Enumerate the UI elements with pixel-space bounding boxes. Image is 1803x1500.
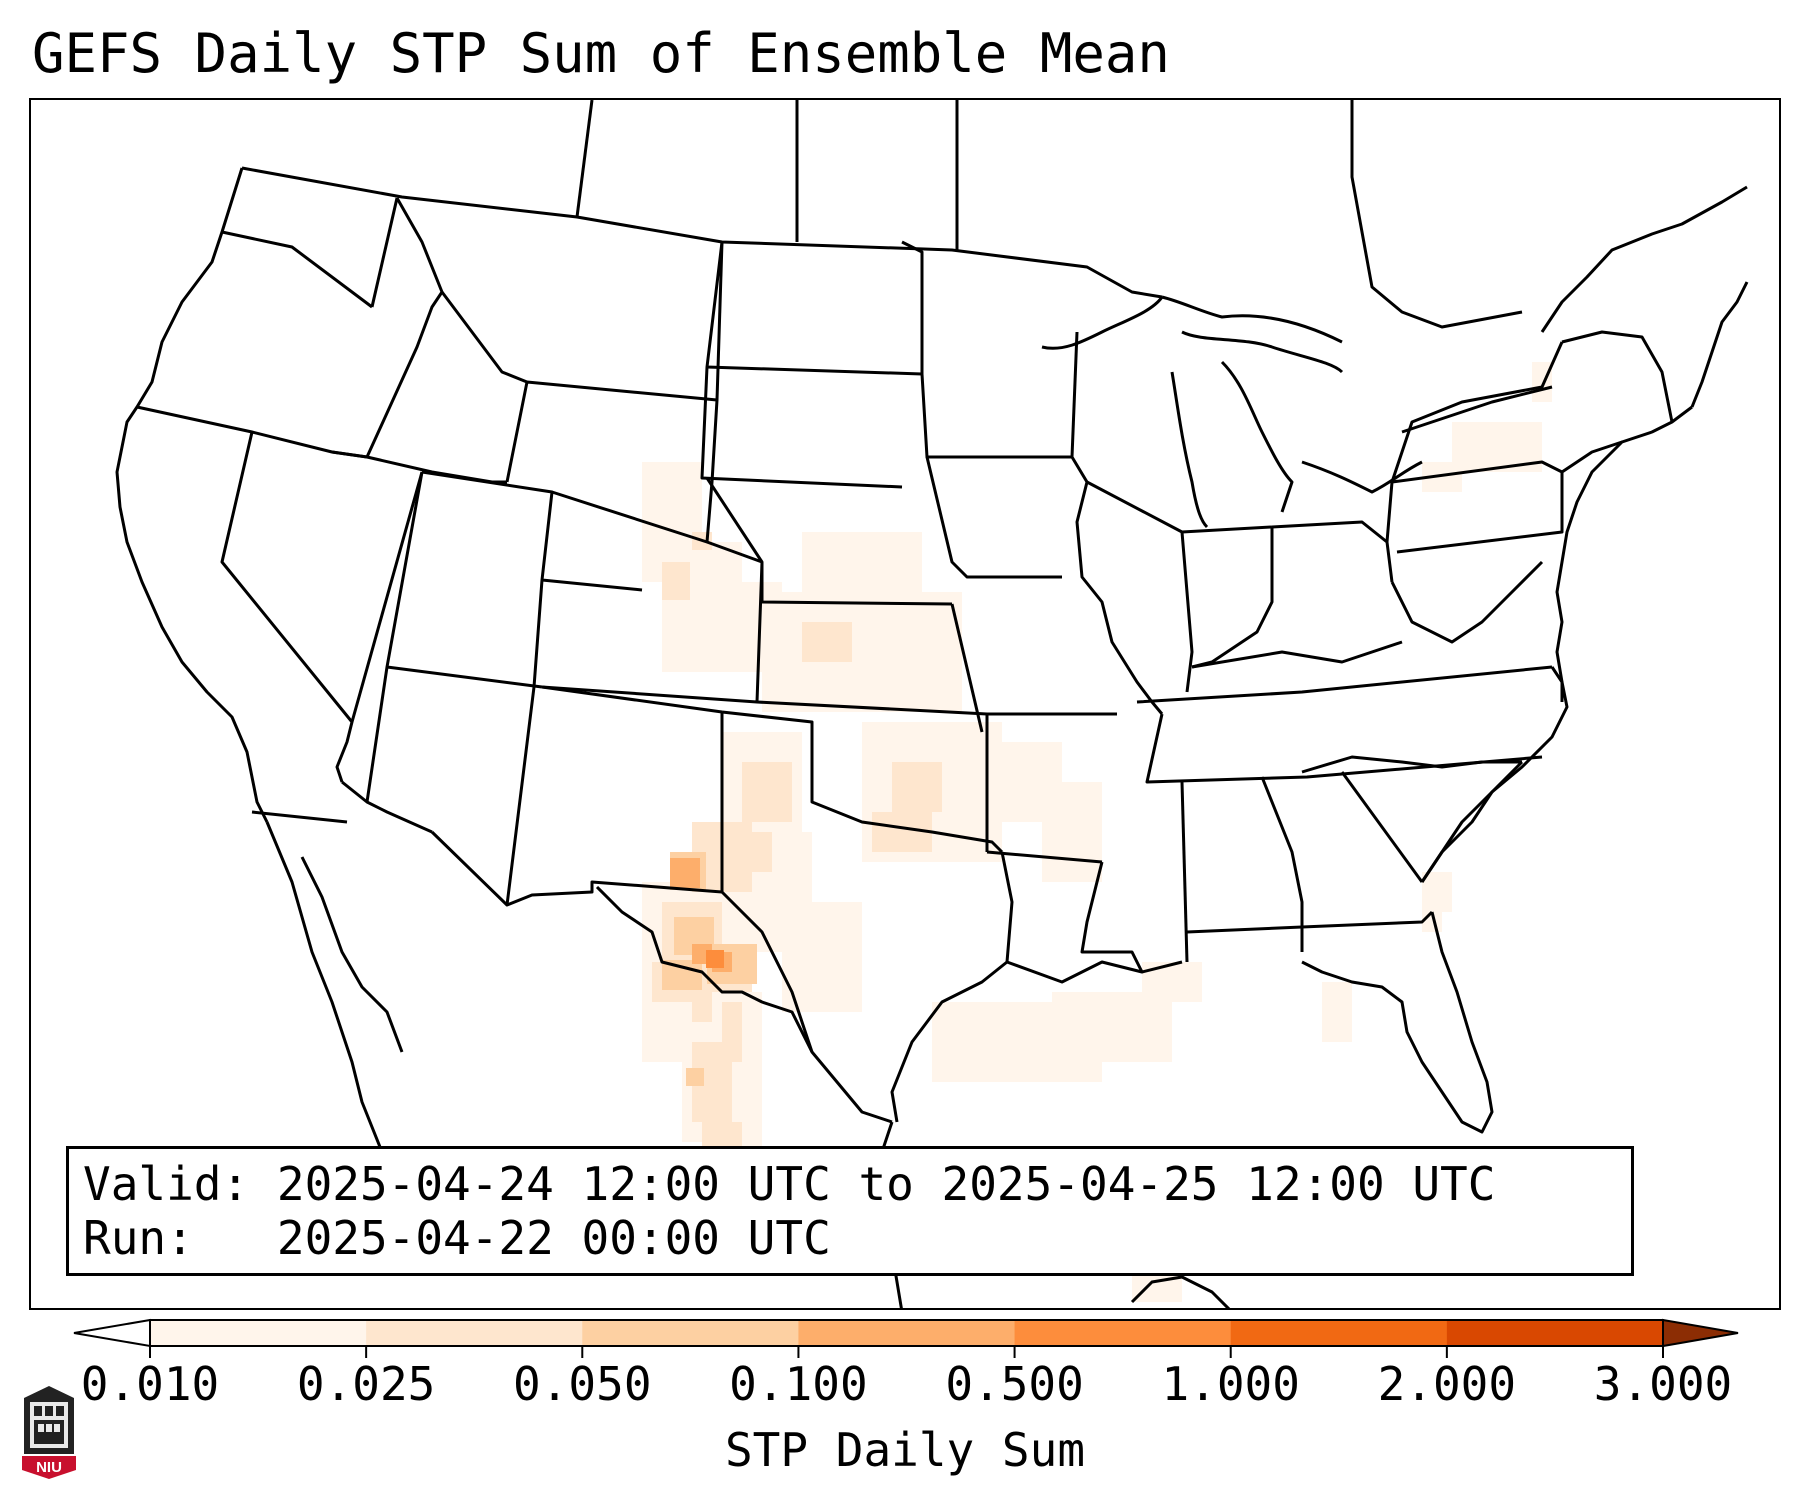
colorbar-tick-label: 0.100 <box>729 1357 868 1411</box>
colorbar-tick-label: 0.010 <box>80 1357 220 1411</box>
colorbar-segment <box>150 1320 367 1346</box>
valid-value: 2025-04-24 12:00 UTC to 2025-04-25 12:00… <box>276 1157 1496 1211</box>
colorbar-tick-label: 0.025 <box>296 1357 436 1411</box>
colorbar-segment <box>582 1320 799 1346</box>
map-panel <box>29 98 1781 1310</box>
colorbar-segments <box>150 1320 1664 1346</box>
colorbar-left-extend <box>73 1318 151 1348</box>
run-key: Run: <box>83 1211 194 1265</box>
field-new-york <box>1422 362 1552 492</box>
colorbar-segment <box>798 1320 1016 1346</box>
run-line: Run: 2025-04-22 00:00 UTC <box>83 1211 1617 1265</box>
colorbar-tick-label: 2.000 <box>1377 1357 1517 1411</box>
field-rio-grande-peak <box>686 1068 704 1086</box>
run-value: 2025-04-22 00:00 UTC <box>276 1211 831 1265</box>
colorbar-segment <box>1014 1320 1232 1346</box>
colorbar-tick-label: 0.500 <box>945 1357 1084 1411</box>
colorbar-segment <box>366 1320 583 1346</box>
valid-run-box: Valid: 2025-04-24 12:00 UTC to 2025-04-2… <box>66 1146 1634 1276</box>
colorbar-frame <box>149 1319 1664 1347</box>
colorbar-tick-label: 0.050 <box>513 1357 652 1411</box>
map-canvas <box>115 100 1749 1308</box>
niu-logo-text: NIU <box>36 1459 62 1476</box>
boundaries <box>115 100 1749 1308</box>
us-canada-border <box>241 166 1163 299</box>
colorbar-label: STP Daily Sum <box>724 1423 1086 1477</box>
map-title: GEFS Daily STP Sum of Ensemble Mean <box>32 22 1170 85</box>
colorbar-right-extend <box>1662 1318 1739 1348</box>
colorbar-tick-label: 1.000 <box>1161 1357 1300 1411</box>
pacific-coast <box>115 167 269 823</box>
valid-key: Valid: <box>83 1157 250 1211</box>
colorbar-segment <box>1446 1320 1664 1346</box>
field-west-texas-max <box>706 950 724 968</box>
niu-logo: NIU <box>22 1386 76 1479</box>
field-west-texas-peak <box>670 858 732 972</box>
colorbar-segment <box>1230 1320 1448 1346</box>
colorbar-tick-label: 3.000 <box>1593 1357 1733 1411</box>
valid-line: Valid: 2025-04-24 12:00 UTC to 2025-04-2… <box>83 1157 1617 1211</box>
